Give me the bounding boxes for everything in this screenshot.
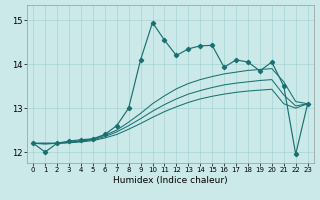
X-axis label: Humidex (Indice chaleur): Humidex (Indice chaleur) <box>113 176 228 185</box>
